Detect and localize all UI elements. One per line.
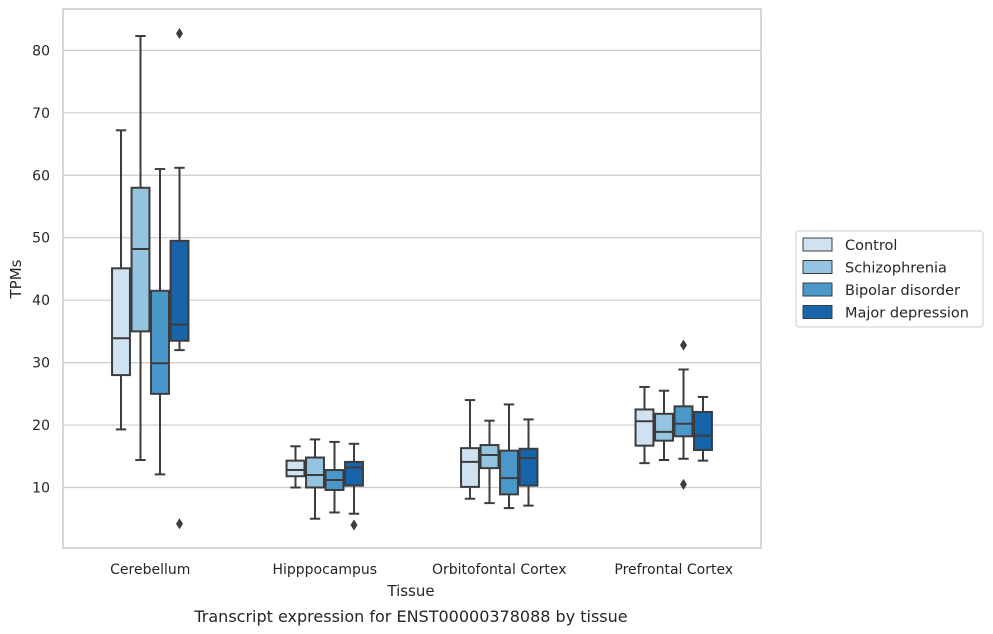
outlier-point [680, 339, 687, 351]
box-iqr [111, 267, 131, 377]
box-iqr [654, 412, 674, 442]
y-tick-label: 20 [32, 418, 50, 434]
box-bipolar-disorder [499, 403, 519, 510]
box-iqr [693, 410, 713, 452]
legend-swatch [802, 260, 833, 274]
box-iqr [673, 405, 694, 438]
legend-swatch [802, 237, 833, 252]
box-control [460, 399, 480, 500]
boxes-layer [111, 28, 713, 531]
box-major-depression [344, 442, 364, 531]
box-iqr [634, 408, 655, 447]
box-iqr [518, 447, 539, 487]
box-schizophrenia [305, 438, 325, 520]
box-iqr [479, 444, 500, 470]
y-tick-label: 30 [32, 356, 50, 372]
box-schizophrenia [654, 389, 674, 462]
box-major-depression [693, 395, 713, 462]
legend-label: Major depression [845, 306, 969, 322]
box-iqr [150, 289, 170, 395]
box-control [634, 385, 655, 465]
box-bipolar-disorder [324, 440, 345, 514]
legend-label: Bipolar disorder [845, 283, 960, 299]
outlier-point [176, 518, 183, 530]
chart-caption: Transcript expression for ENST0000037808… [193, 607, 627, 626]
outlier-point [350, 519, 358, 531]
box-iqr [305, 456, 325, 489]
y-axis-label: TPMs [7, 259, 25, 299]
box-iqr [169, 239, 190, 342]
box-iqr [285, 459, 306, 478]
y-tick-label: 80 [32, 43, 50, 59]
outlier-point [680, 478, 687, 490]
box-iqr [499, 449, 519, 496]
x-tick-label: Prefrontal Cortex [614, 562, 733, 578]
box-control [111, 129, 131, 431]
x-axis-label: Tissue [386, 582, 434, 600]
box-iqr [130, 186, 151, 333]
x-tick-label: Hipppocampus [272, 562, 377, 578]
y-tick-labels: 10 20 30 40 50 60 70 80 [32, 43, 50, 496]
y-tick-label: 10 [32, 481, 50, 497]
legend-frame [795, 230, 984, 328]
y-tick-label: 50 [32, 231, 50, 247]
box-major-depression [518, 418, 539, 507]
box-control [285, 445, 306, 489]
outlier-point [176, 28, 183, 40]
legend-swatch [802, 282, 833, 297]
box-schizophrenia [130, 35, 151, 462]
legend-label: Schizophrenia [845, 261, 947, 277]
y-tick-label: 60 [32, 168, 50, 184]
x-tick-label: Orbitofontal Cortex [432, 562, 567, 578]
plot-frame [62, 8, 762, 549]
box-iqr [344, 460, 364, 487]
box-major-depression [169, 28, 190, 530]
legend: Control Schizophrenia Bipolar disorder Majo… [795, 230, 984, 328]
x-tick-labels: Cerebellum Hipppocampus Orbitofontal Corte… [110, 562, 733, 578]
y-tick-label: 40 [32, 293, 50, 309]
legend-label: Control [845, 238, 897, 254]
box-bipolar-disorder [673, 339, 694, 490]
box-schizophrenia [479, 419, 500, 505]
x-tick-label: Cerebellum [110, 562, 190, 578]
y-tick-label: 70 [32, 106, 50, 122]
box-bipolar-disorder [150, 168, 170, 476]
legend-swatch [802, 305, 833, 319]
box-iqr [460, 447, 480, 488]
